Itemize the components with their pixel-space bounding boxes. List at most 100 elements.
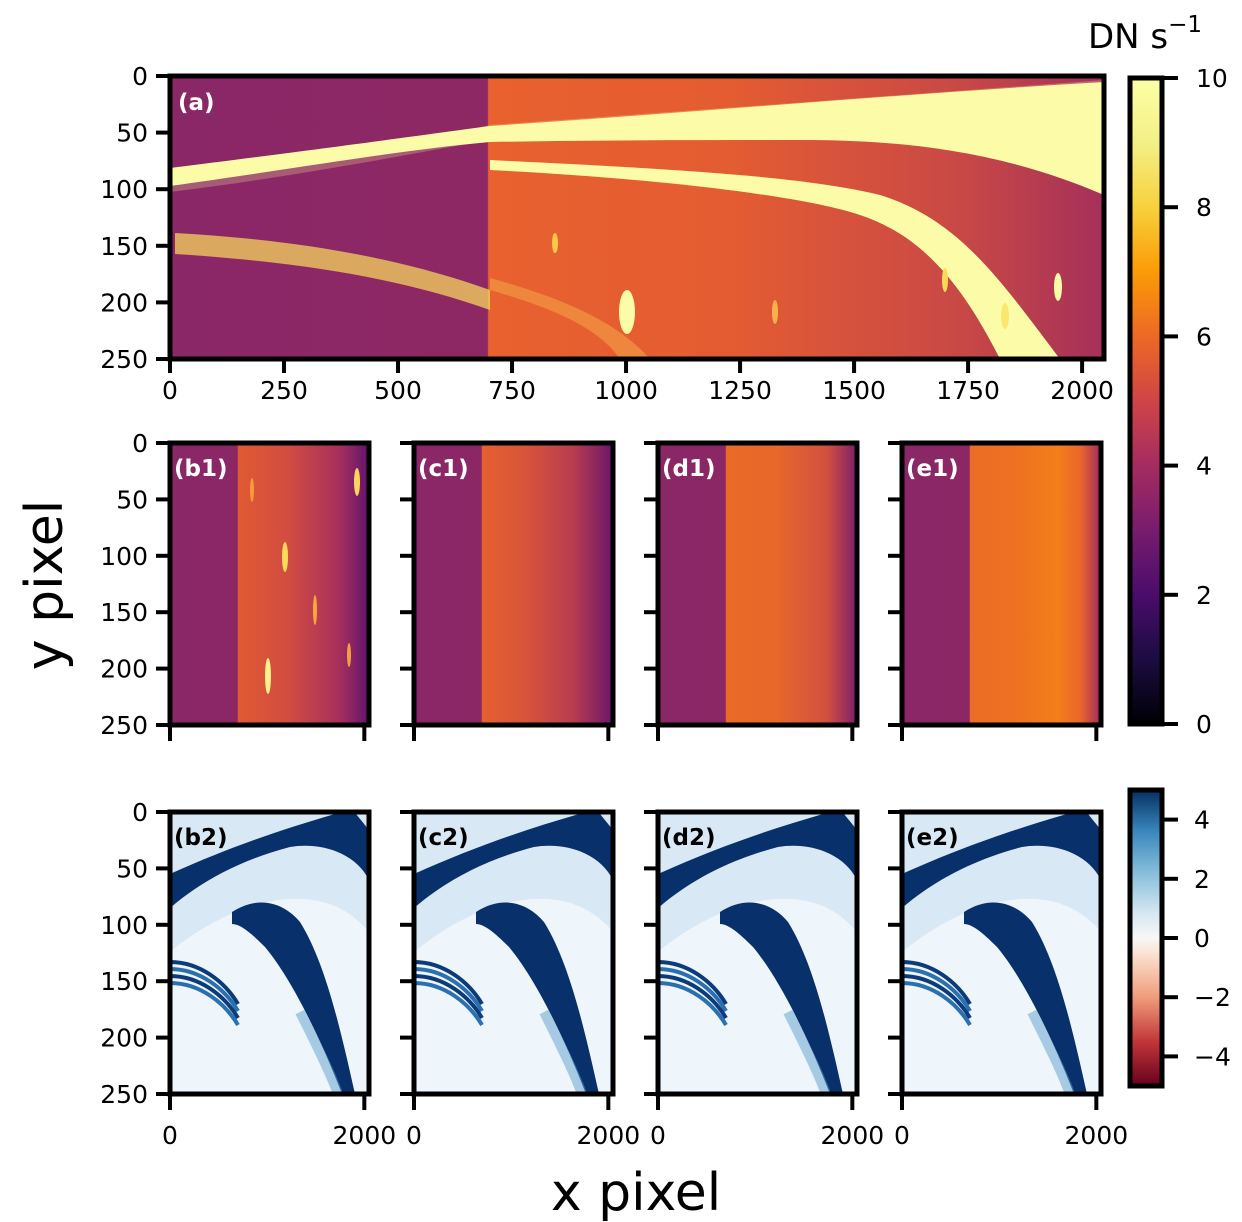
a-xtick-label: 0 bbox=[162, 376, 178, 405]
colorbar-rdbu-gradient bbox=[1130, 790, 1162, 1086]
xtick-label: 0 bbox=[406, 1121, 422, 1150]
colorbar-unit-label: DN s−1 bbox=[1088, 12, 1202, 57]
xtick-label: 0 bbox=[894, 1121, 910, 1150]
panel-b2: (b2) bbox=[167, 809, 372, 1097]
ytick-label: 100 bbox=[100, 542, 148, 571]
ytick-label: 0 bbox=[132, 798, 148, 827]
a-xtick-label: 1250 bbox=[708, 376, 772, 405]
residual-arc bbox=[657, 981, 728, 1027]
panel-a-traces bbox=[170, 80, 1104, 359]
a-xtick-label: 1000 bbox=[594, 376, 658, 405]
colorbar-inferno-tick-label: 10 bbox=[1196, 64, 1228, 93]
xtick-label: 2000 bbox=[577, 1121, 641, 1150]
xtick-label: 2000 bbox=[333, 1121, 397, 1150]
panel-e1-background bbox=[902, 443, 1101, 725]
ytick-label: 250 bbox=[100, 1080, 148, 1109]
ytick-label: 150 bbox=[100, 967, 148, 996]
xtick-label: 0 bbox=[650, 1121, 666, 1150]
a-xtick-label: 250 bbox=[260, 376, 308, 405]
panel-c1: (c1) bbox=[411, 440, 616, 728]
panel-c2: (c2) bbox=[411, 809, 616, 1097]
panel-tag: (b2) bbox=[174, 825, 228, 851]
a-ytick-label: 150 bbox=[100, 232, 148, 261]
residual-arc bbox=[901, 960, 972, 1006]
residual-band-upper bbox=[414, 814, 613, 908]
colorbar-rdbu-tick-label: 2 bbox=[1194, 865, 1210, 894]
ytick-label: 0 bbox=[132, 429, 148, 458]
a-ytick-label: 50 bbox=[116, 119, 148, 148]
residual-arc bbox=[657, 967, 728, 1013]
ytick-label: 250 bbox=[100, 711, 148, 740]
residual-haze bbox=[902, 812, 1101, 952]
ytick-label: 200 bbox=[100, 655, 148, 684]
ytick-label: 50 bbox=[116, 854, 148, 883]
panel-e1: (e1) bbox=[899, 440, 1104, 728]
colorbar-inferno-gradient bbox=[1130, 78, 1162, 724]
x-axis-label: x pixel bbox=[551, 1163, 721, 1222]
panel-frame bbox=[411, 809, 616, 1097]
panel-a-frame bbox=[167, 73, 1107, 362]
colorbar-rdbu-tick-label: −4 bbox=[1194, 1042, 1231, 1071]
y-axis-label: y pixel bbox=[15, 500, 75, 670]
colorbar-inferno: 0 2 4 6 8 10 DN s−1 bbox=[1088, 12, 1228, 739]
residual-streak bbox=[783, 1009, 831, 1096]
panel-frame bbox=[167, 809, 372, 1097]
residual-arc bbox=[169, 974, 240, 1020]
residual-arc bbox=[901, 974, 972, 1020]
residual-band-middle bbox=[476, 902, 599, 1094]
panel-tag: (c2) bbox=[418, 825, 469, 851]
residual-band-middle bbox=[232, 902, 355, 1094]
a-ytick-label: 200 bbox=[100, 288, 148, 317]
panel-d2: (d2) bbox=[655, 809, 860, 1097]
a-xtick-label: 500 bbox=[374, 376, 422, 405]
panel-c1-background bbox=[414, 443, 613, 725]
residual-arc bbox=[901, 967, 972, 1013]
residual-arc bbox=[413, 960, 484, 1006]
a-xtick-label: 2000 bbox=[1050, 376, 1114, 405]
panel-frame bbox=[655, 809, 860, 1097]
colorbar-inferno-tick-label: 2 bbox=[1196, 581, 1212, 610]
residual-band-upper bbox=[170, 814, 369, 908]
colorbar-inferno-tick-label: 4 bbox=[1196, 452, 1212, 481]
residual-band-middle bbox=[964, 902, 1087, 1094]
colorbar-rdbu-tick-label: 4 bbox=[1194, 806, 1210, 835]
panel-c1-tag: (c1) bbox=[418, 456, 469, 482]
residual-arc bbox=[413, 981, 484, 1027]
residual-streak bbox=[539, 1009, 587, 1096]
residual-arc bbox=[169, 967, 240, 1013]
colorbar-rdbu: −4 −2 0 2 4 bbox=[1127, 787, 1231, 1089]
residual-arc bbox=[413, 967, 484, 1013]
panel-e1-tag: (e1) bbox=[906, 456, 959, 482]
residual-haze bbox=[658, 812, 857, 952]
row-residual-panels: (b2) (c2) (d2) (e2) bbox=[167, 809, 1104, 1097]
panel-a: (a) bbox=[167, 73, 1107, 362]
panel-d1-tag: (d1) bbox=[662, 456, 716, 482]
residual-arc bbox=[657, 960, 728, 1006]
xtick-label: 2000 bbox=[1065, 1121, 1129, 1150]
a-ytick-label: 100 bbox=[100, 175, 148, 204]
residual-band-middle bbox=[720, 902, 843, 1094]
panel-b1: (b1) bbox=[167, 440, 372, 728]
ytick-label: 100 bbox=[100, 911, 148, 940]
residual-band-upper bbox=[902, 814, 1101, 908]
residual-haze bbox=[170, 812, 369, 952]
panel-tag: (e2) bbox=[906, 825, 959, 851]
residual-arc bbox=[169, 981, 240, 1027]
a-xtick-label: 1500 bbox=[822, 376, 886, 405]
xtick-label: 0 bbox=[162, 1121, 178, 1150]
residual-arc bbox=[657, 974, 728, 1020]
xtick-label: 2000 bbox=[821, 1121, 885, 1150]
ytick-label: 50 bbox=[116, 485, 148, 514]
colorbar-inferno-tick-label: 8 bbox=[1196, 193, 1212, 222]
panel-a-tag: (a) bbox=[178, 90, 215, 116]
panel-frame bbox=[899, 809, 1104, 1097]
residual-arc bbox=[901, 981, 972, 1027]
colorbar-inferno-tick-label: 6 bbox=[1196, 322, 1212, 351]
colorbar-rdbu-tick-label: −2 bbox=[1194, 983, 1231, 1012]
panel-b1-features bbox=[250, 468, 360, 694]
panel-b1-tag: (b1) bbox=[174, 456, 228, 482]
a-xtick-label: 1750 bbox=[936, 376, 1000, 405]
colorbar-inferno-tick-label: 0 bbox=[1196, 710, 1212, 739]
ytick-label: 200 bbox=[100, 1024, 148, 1053]
residual-arc bbox=[169, 960, 240, 1006]
